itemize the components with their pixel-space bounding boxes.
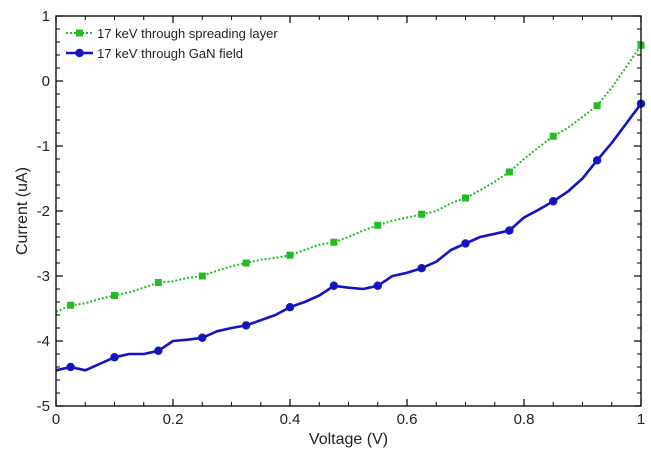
series-layer (55, 41, 646, 372)
series-2-marker (373, 281, 382, 290)
series-1-marker (418, 210, 426, 218)
series-line-2 (55, 103, 643, 372)
y-tick-label: 1 (42, 8, 50, 25)
series-2-marker (329, 281, 339, 290)
x-tick-label: 0.6 (397, 411, 418, 428)
legend-label-2: 17 keV through GaN field (97, 46, 243, 61)
y-axis-label: Current (uA) (14, 167, 31, 255)
legend-marker-1 (76, 29, 83, 37)
y-tick-label: -5 (37, 398, 50, 415)
y-tick-label: -1 (37, 138, 50, 155)
x-tick-label: 0.2 (163, 411, 184, 428)
series-2-marker (66, 362, 75, 372)
series-1-marker (593, 102, 601, 110)
series-2-marker (241, 321, 251, 330)
x-axis-label: Voltage (V) (309, 431, 388, 448)
y-tick-label: -3 (37, 268, 50, 285)
series-1-marker (198, 272, 206, 280)
y-tick-label: 0 (42, 73, 50, 90)
series-1-marker (242, 259, 250, 267)
series-1-marker (374, 221, 382, 229)
series-1-marker (111, 292, 118, 299)
series-2-marker (417, 264, 426, 273)
series-2-marker (592, 156, 602, 165)
series-2-marker (285, 303, 295, 312)
x-axis-ticks: 0 0.2 0.4 0.6 0.8 1 (52, 16, 645, 428)
series-2-marker (154, 346, 163, 355)
y-axis-ticks: -5 -4 -3 -2 -1 0 1 (37, 8, 641, 415)
series-2-marker (461, 239, 470, 248)
legend-marker-2 (75, 48, 84, 58)
series-1-marker (330, 238, 338, 246)
series-1-marker (67, 301, 75, 309)
series-1-marker (154, 279, 162, 286)
series-line-1 (55, 44, 642, 313)
legend-label-1: 17 keV through spreading layer (97, 26, 278, 41)
y-tick-label: -2 (37, 203, 50, 220)
x-tick-label: 0.8 (514, 411, 535, 428)
series-1-marker (549, 132, 557, 140)
series-2-marker (505, 226, 514, 235)
series-2-marker (198, 333, 207, 342)
x-tick-label: 0.4 (280, 411, 301, 428)
x-tick-label: 1 (637, 411, 645, 428)
series-1-marker (286, 251, 294, 259)
x-tick-label: 0 (52, 411, 60, 428)
legend: 17 keV through spreading layer 17 keV thr… (66, 26, 278, 61)
series-2-marker (110, 353, 119, 362)
y-tick-label: -4 (37, 333, 50, 350)
series-1-marker (505, 168, 513, 176)
series-2-marker (549, 197, 558, 206)
series-1-marker (462, 194, 469, 202)
plot-area-frame (55, 15, 642, 407)
